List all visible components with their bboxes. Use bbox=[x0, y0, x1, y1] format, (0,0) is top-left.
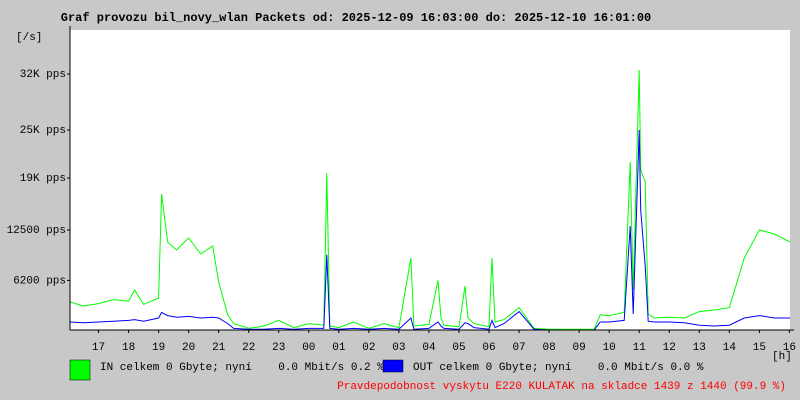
x-tick-label: 11 bbox=[633, 342, 647, 354]
x-tick-label: 18 bbox=[122, 342, 135, 354]
x-tick-label: 16 bbox=[783, 342, 796, 354]
x-axis-label: [h] bbox=[772, 351, 792, 363]
x-tick-label: 19 bbox=[152, 342, 165, 354]
x-tick-label: 10 bbox=[603, 342, 616, 354]
y-tick-label: 32K pps bbox=[20, 69, 66, 81]
x-tick-label: 22 bbox=[242, 342, 255, 354]
y-tick-label: 19K pps bbox=[20, 173, 66, 185]
x-tick-label: 13 bbox=[693, 342, 706, 354]
legend-label: OUT celkem 0 Gbyte; nyní 0.0 Mbit/s 0.0 … bbox=[413, 362, 704, 374]
y-tick-label: 6200 pps bbox=[13, 275, 66, 287]
x-tick-label: 12 bbox=[663, 342, 676, 354]
y-tick-label: 12500 pps bbox=[7, 225, 66, 237]
x-tick-label: 14 bbox=[723, 342, 737, 354]
y-tick-label: 25K pps bbox=[20, 125, 66, 137]
legend-swatch bbox=[382, 359, 404, 373]
x-tick-label: 07 bbox=[512, 342, 525, 354]
y-axis-label: [/s] bbox=[16, 32, 42, 44]
x-tick-label: 08 bbox=[542, 342, 555, 354]
x-tick-label: 06 bbox=[482, 342, 495, 354]
chart-title: Graf provozu bil_novy_wlan Packets od: 2… bbox=[61, 11, 652, 25]
x-tick-label: 23 bbox=[272, 342, 285, 354]
legend-swatch bbox=[69, 359, 91, 381]
x-tick-label: 03 bbox=[392, 342, 405, 354]
x-tick-label: 09 bbox=[573, 342, 586, 354]
x-tick-label: 01 bbox=[332, 342, 346, 354]
x-tick-label: 21 bbox=[212, 342, 226, 354]
series-line bbox=[69, 129, 790, 331]
x-tick-label: 00 bbox=[302, 342, 315, 354]
x-tick-label: 05 bbox=[452, 342, 465, 354]
series-line bbox=[69, 69, 791, 330]
annotation: Pravdepodobnost vyskytu E220 KULATAK na … bbox=[337, 381, 786, 393]
x-tick-label: 20 bbox=[182, 342, 195, 354]
legend-label: IN celkem 0 Gbyte; nyní 0.0 Mbit/s 0.2 % bbox=[100, 362, 384, 374]
plot-area bbox=[70, 30, 790, 330]
x-tick-label: 02 bbox=[362, 342, 375, 354]
x-tick-label: 04 bbox=[422, 342, 436, 354]
x-tick-label: 15 bbox=[753, 342, 766, 354]
x-tick-label: 17 bbox=[92, 342, 105, 354]
